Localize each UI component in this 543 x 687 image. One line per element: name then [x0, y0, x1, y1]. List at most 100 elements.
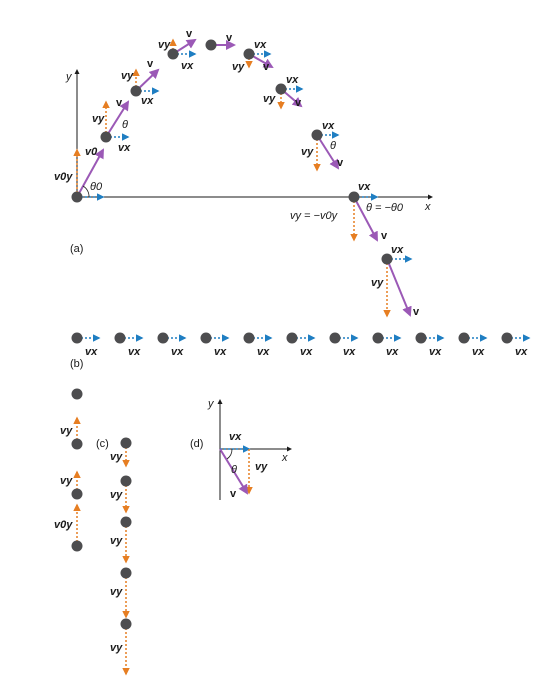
b-ball: [243, 332, 255, 344]
panel-a-label: (a): [70, 243, 83, 255]
b-vx-label: vx: [128, 346, 141, 358]
c-down-ball-1: [120, 437, 132, 449]
a0-v0-label: v0: [85, 146, 98, 158]
b-vx-label: vx: [257, 346, 270, 358]
a7-vy-label: vy: [301, 146, 314, 158]
d-angle-arc: [226, 448, 233, 460]
a1-theta-label: θ: [122, 119, 128, 131]
a6-v-label: v: [295, 97, 302, 109]
a1-v-arrow: [105, 100, 130, 138]
a3-vx-label: vx: [181, 60, 194, 72]
a3-vy-label: vy: [158, 39, 171, 51]
panel-c-label: (c): [96, 438, 109, 450]
b-ball: [157, 332, 169, 344]
d-y-axis-label: y: [207, 398, 215, 410]
a0-angle-arc: [82, 185, 90, 198]
a2-vy-label: vy: [121, 70, 134, 82]
panel-c-up-column: vy vy v0y: [54, 388, 83, 552]
a7-ball: [311, 129, 323, 141]
b-vx-label: vx: [171, 346, 184, 358]
c-down-vy-label-4: vy: [110, 586, 123, 598]
b-vx-label: vx: [429, 346, 442, 358]
a9-vy-label: vy: [371, 277, 384, 289]
c-up-ball-3: [71, 540, 83, 552]
b-ball: [329, 332, 341, 344]
b-vx-label: vx: [300, 346, 313, 358]
b-vx-label: vx: [472, 346, 485, 358]
a0-theta0-label: θ0: [90, 181, 103, 193]
d-vy-label: vy: [255, 461, 268, 473]
panel-b: (b) vx vx vx vx vx vx vx vx vx vx vx: [70, 332, 531, 370]
c-down-ball-3: [120, 516, 132, 528]
a6-ball: [275, 83, 287, 95]
c-up-ball-2: [71, 488, 83, 500]
b-ball: [71, 332, 83, 344]
a1-v-label: v: [116, 97, 123, 109]
d-x-axis-label: x: [281, 452, 288, 464]
b-vx-label: vx: [343, 346, 356, 358]
panel-d: (d) y x vx vy v θ: [190, 398, 292, 500]
a7-v-label: v: [337, 157, 344, 169]
panel-b-label: (b): [70, 358, 83, 370]
a7-theta-label: θ: [330, 140, 336, 152]
b-vx-label: vx: [515, 346, 528, 358]
a2-ball: [130, 85, 142, 97]
c-up-vy-label-2: vy: [60, 475, 73, 487]
c-down-ball-5: [120, 618, 132, 630]
a3-v-label: v: [186, 28, 193, 40]
b-vx-label: vx: [214, 346, 227, 358]
a4-ball: [205, 39, 217, 51]
b-ball: [372, 332, 384, 344]
b-ball: [200, 332, 212, 344]
b-ball: [415, 332, 427, 344]
a0-v-arrow: [76, 148, 104, 198]
a8-theta-annotation: θ = −θ0: [366, 202, 404, 214]
a0-ball: [71, 191, 83, 203]
a6-vy-label: vy: [263, 93, 276, 105]
panel-a: y x (a) v0 v0y θ0 vx vy v θ vx vy v vx: [54, 28, 433, 318]
c-down-ball-2: [120, 475, 132, 487]
a8-vx-label: vx: [358, 181, 371, 193]
a1-ball: [100, 131, 112, 143]
a7-vx-label: vx: [322, 120, 335, 132]
a7-v-arrow: [316, 134, 340, 170]
a8-vy-annotation: vy = −v0y: [290, 210, 339, 222]
c-up-ball-1: [71, 438, 83, 450]
b-ball: [501, 332, 513, 344]
a8-v-arrow: [353, 196, 378, 242]
a5-vy-label: vy: [232, 61, 245, 73]
panel-c: (c) vy vy vy vy vy: [96, 437, 132, 676]
c-down-vy-label-1: vy: [110, 451, 123, 463]
b-vx-label: vx: [85, 346, 98, 358]
a5-ball: [243, 48, 255, 60]
b-ball: [458, 332, 470, 344]
a1-vy-label: vy: [92, 113, 105, 125]
a8-ball: [348, 191, 360, 203]
c-up-ball-top: [71, 388, 83, 400]
a-x-axis-label: x: [424, 201, 431, 213]
a9-ball: [381, 253, 393, 265]
a6-vx-label: vx: [286, 74, 299, 86]
d-vx-label: vx: [229, 431, 242, 443]
d-theta-label: θ: [231, 464, 237, 476]
a2-vx-label: vx: [141, 95, 154, 107]
a-y-axis-label: y: [65, 71, 73, 83]
b-ball: [114, 332, 126, 344]
c-down-vy-label-5: vy: [110, 642, 123, 654]
b-vx-label: vx: [386, 346, 399, 358]
a3-ball: [167, 48, 179, 60]
a9-v-label: v: [413, 306, 420, 318]
a5-v-label: v: [263, 61, 270, 73]
horizontal-motion-row: vx vx vx vx vx vx vx vx vx vx vx: [71, 332, 531, 358]
c-up-v0y-label: v0y: [54, 519, 73, 531]
panel-d-label: (d): [190, 438, 203, 450]
a8-v-label: v: [381, 230, 388, 242]
a9-vx-label: vx: [391, 244, 404, 256]
c-down-vy-label-2: vy: [110, 489, 123, 501]
a4-v-label: v: [226, 32, 233, 44]
d-v-arrow: [219, 448, 249, 495]
d-v-label: v: [230, 488, 237, 500]
a0-v0y-label: v0y: [54, 171, 73, 183]
a1-vx-label: vx: [118, 142, 131, 154]
